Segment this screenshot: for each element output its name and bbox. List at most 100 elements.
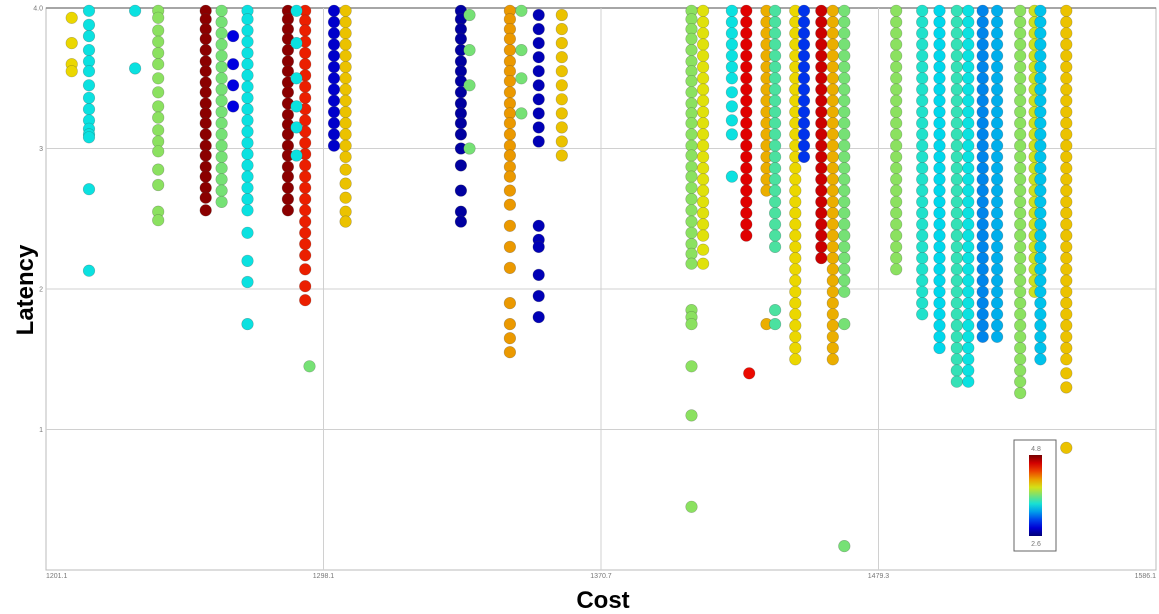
data-point	[299, 249, 312, 262]
data-point	[290, 4, 303, 17]
data-point	[1014, 105, 1027, 119]
y-tick-label: 4.0	[33, 6, 43, 13]
data-point	[1034, 60, 1047, 74]
data-point	[976, 94, 989, 107]
data-point	[950, 72, 963, 85]
data-point	[555, 36, 568, 50]
data-point	[976, 60, 989, 74]
data-point	[933, 229, 946, 242]
data-point	[962, 83, 975, 96]
data-point	[815, 218, 828, 231]
data-point	[826, 173, 839, 186]
data-point	[299, 58, 312, 71]
data-point	[82, 65, 96, 78]
data-point	[82, 131, 96, 144]
data-point	[826, 150, 839, 163]
data-point	[789, 240, 802, 253]
data-point	[890, 4, 903, 17]
data-point	[532, 219, 545, 232]
data-point	[725, 49, 739, 62]
data-point	[797, 94, 811, 107]
data-point	[950, 229, 963, 242]
data-point	[1014, 285, 1027, 298]
data-point	[503, 32, 517, 46]
data-point	[696, 218, 710, 231]
data-point	[768, 139, 782, 152]
data-point	[976, 308, 989, 321]
data-point	[962, 139, 975, 152]
data-point	[227, 58, 240, 71]
data-point	[515, 107, 528, 120]
data-point	[768, 117, 782, 130]
data-point	[1060, 381, 1073, 394]
data-point	[838, 274, 851, 287]
data-point	[215, 72, 228, 85]
data-point	[503, 240, 517, 253]
data-point	[241, 69, 254, 82]
data-point	[838, 318, 851, 331]
data-point	[933, 150, 946, 163]
data-point	[1060, 105, 1073, 119]
data-point	[933, 330, 946, 343]
data-point	[768, 105, 782, 119]
data-point	[950, 83, 963, 96]
data-point	[976, 83, 989, 96]
data-point	[815, 139, 828, 152]
x-tick-label: 1298.1	[313, 573, 335, 580]
data-point	[990, 274, 1004, 287]
data-point	[950, 353, 963, 366]
data-point	[1034, 263, 1047, 276]
data-point	[933, 128, 946, 141]
data-point	[503, 149, 517, 162]
x-tick-label: 1479.3	[868, 573, 890, 580]
data-point	[976, 49, 989, 62]
data-point	[815, 207, 828, 220]
data-point	[152, 46, 165, 60]
data-point	[1060, 150, 1073, 163]
data-point	[685, 318, 698, 331]
data-point	[933, 38, 946, 51]
data-point	[199, 32, 212, 46]
data-point	[299, 280, 312, 293]
data-point	[740, 94, 753, 107]
data-point	[215, 49, 228, 62]
data-point	[454, 159, 468, 172]
data-point	[532, 121, 545, 134]
data-point	[503, 297, 517, 310]
data-point	[950, 27, 963, 40]
data-point	[685, 500, 698, 513]
data-point	[797, 72, 811, 85]
data-point	[152, 86, 165, 99]
data-point	[950, 274, 963, 287]
data-point	[990, 252, 1004, 265]
data-point	[950, 341, 963, 355]
data-point	[1034, 252, 1047, 265]
data-point	[740, 105, 753, 119]
data-point	[990, 139, 1004, 152]
data-point	[1014, 162, 1027, 175]
data-point	[696, 27, 710, 40]
data-point	[826, 184, 839, 197]
data-point	[950, 195, 963, 208]
data-point	[339, 215, 352, 228]
data-point	[1034, 117, 1047, 130]
data-point	[890, 15, 903, 29]
data-point	[916, 173, 929, 186]
data-point	[454, 215, 468, 228]
data-point	[826, 285, 839, 298]
data-point	[1014, 184, 1027, 197]
data-point	[152, 11, 165, 24]
data-point	[789, 184, 802, 197]
data-point	[740, 139, 753, 152]
data-point	[789, 195, 802, 208]
data-point	[976, 207, 989, 220]
data-point	[962, 27, 975, 40]
data-point	[82, 4, 96, 17]
data-point	[199, 43, 212, 57]
data-point	[768, 72, 782, 85]
data-point	[696, 229, 710, 242]
data-point	[1060, 252, 1073, 265]
data-point	[815, 60, 828, 74]
data-point	[1060, 117, 1073, 130]
data-point	[916, 150, 929, 163]
